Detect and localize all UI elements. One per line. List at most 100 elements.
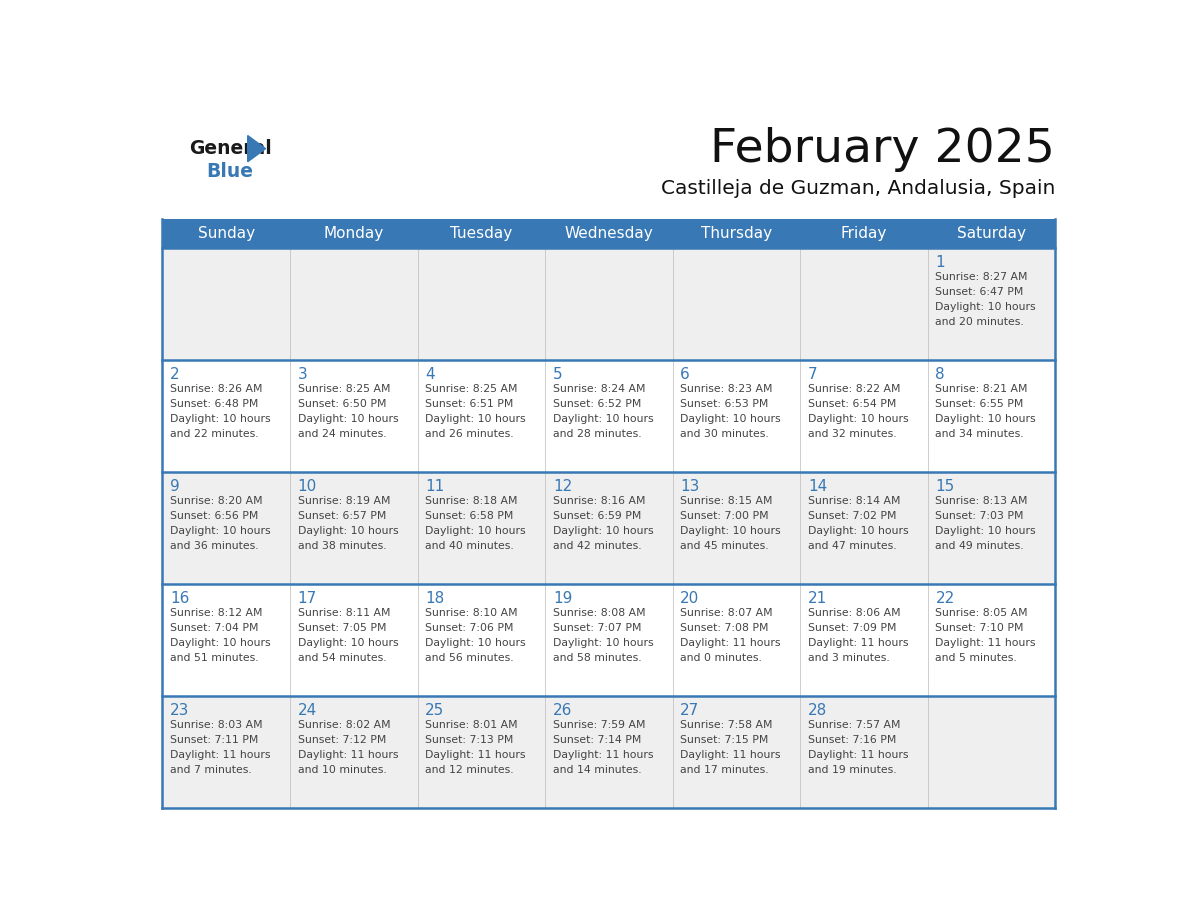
Text: Monday: Monday	[323, 226, 384, 241]
Text: Sunrise: 8:19 AM: Sunrise: 8:19 AM	[298, 497, 390, 507]
Text: Sunrise: 8:25 AM: Sunrise: 8:25 AM	[425, 385, 518, 394]
Text: Daylight: 10 hours: Daylight: 10 hours	[298, 526, 398, 536]
Text: and 47 minutes.: and 47 minutes.	[808, 542, 897, 552]
Text: and 32 minutes.: and 32 minutes.	[808, 430, 897, 440]
Text: 27: 27	[681, 703, 700, 719]
Text: Sunrise: 8:13 AM: Sunrise: 8:13 AM	[935, 497, 1028, 507]
Text: Sunrise: 8:20 AM: Sunrise: 8:20 AM	[170, 497, 263, 507]
Text: Daylight: 10 hours: Daylight: 10 hours	[425, 526, 526, 536]
Text: and 56 minutes.: and 56 minutes.	[425, 654, 514, 664]
Bar	[163, 248, 1055, 360]
Text: Daylight: 10 hours: Daylight: 10 hours	[935, 302, 1036, 312]
Text: Sunset: 7:15 PM: Sunset: 7:15 PM	[681, 735, 769, 745]
Text: Sunset: 7:10 PM: Sunset: 7:10 PM	[935, 623, 1024, 633]
Text: Daylight: 11 hours: Daylight: 11 hours	[170, 750, 271, 760]
Text: Sunset: 7:14 PM: Sunset: 7:14 PM	[552, 735, 642, 745]
Text: and 10 minutes.: and 10 minutes.	[298, 766, 386, 776]
Text: Sunrise: 8:11 AM: Sunrise: 8:11 AM	[298, 609, 390, 619]
Text: Sunset: 6:58 PM: Sunset: 6:58 PM	[425, 511, 513, 521]
Polygon shape	[248, 136, 266, 162]
Text: February 2025: February 2025	[710, 127, 1055, 172]
Text: 17: 17	[298, 591, 317, 607]
Text: Daylight: 10 hours: Daylight: 10 hours	[808, 526, 909, 536]
Text: General: General	[189, 140, 272, 158]
Text: Daylight: 11 hours: Daylight: 11 hours	[808, 750, 909, 760]
Bar	[163, 584, 1055, 696]
Text: Sunrise: 8:16 AM: Sunrise: 8:16 AM	[552, 497, 645, 507]
Text: and 51 minutes.: and 51 minutes.	[170, 654, 259, 664]
Text: 15: 15	[935, 479, 955, 495]
Text: Sunset: 7:12 PM: Sunset: 7:12 PM	[298, 735, 386, 745]
Text: Daylight: 10 hours: Daylight: 10 hours	[425, 414, 526, 424]
Text: Daylight: 11 hours: Daylight: 11 hours	[935, 638, 1036, 648]
Text: Daylight: 11 hours: Daylight: 11 hours	[425, 750, 526, 760]
Text: 9: 9	[170, 479, 179, 495]
Text: Wednesday: Wednesday	[564, 226, 653, 241]
Text: Sunset: 7:11 PM: Sunset: 7:11 PM	[170, 735, 259, 745]
Text: Sunday: Sunday	[197, 226, 254, 241]
Text: Sunrise: 8:15 AM: Sunrise: 8:15 AM	[681, 497, 773, 507]
Text: Daylight: 11 hours: Daylight: 11 hours	[298, 750, 398, 760]
Text: Daylight: 10 hours: Daylight: 10 hours	[170, 638, 271, 648]
Text: 25: 25	[425, 703, 444, 719]
Text: Sunrise: 8:26 AM: Sunrise: 8:26 AM	[170, 385, 263, 394]
Text: 10: 10	[298, 479, 317, 495]
Text: 7: 7	[808, 367, 817, 382]
Text: Blue: Blue	[206, 162, 253, 181]
Text: Sunset: 6:47 PM: Sunset: 6:47 PM	[935, 287, 1024, 297]
Text: 18: 18	[425, 591, 444, 607]
Text: Daylight: 10 hours: Daylight: 10 hours	[298, 638, 398, 648]
Text: 4: 4	[425, 367, 435, 382]
Text: 28: 28	[808, 703, 827, 719]
Bar	[163, 360, 1055, 472]
Text: Sunrise: 8:14 AM: Sunrise: 8:14 AM	[808, 497, 901, 507]
Text: 12: 12	[552, 479, 573, 495]
Text: Sunrise: 8:27 AM: Sunrise: 8:27 AM	[935, 273, 1028, 282]
Text: Sunrise: 8:01 AM: Sunrise: 8:01 AM	[425, 721, 518, 731]
Text: Sunset: 7:00 PM: Sunset: 7:00 PM	[681, 511, 769, 521]
Text: and 54 minutes.: and 54 minutes.	[298, 654, 386, 664]
Text: and 28 minutes.: and 28 minutes.	[552, 430, 642, 440]
Text: Sunset: 7:03 PM: Sunset: 7:03 PM	[935, 511, 1024, 521]
Text: 5: 5	[552, 367, 562, 382]
Text: 26: 26	[552, 703, 573, 719]
Text: Castilleja de Guzman, Andalusia, Spain: Castilleja de Guzman, Andalusia, Spain	[661, 179, 1055, 198]
Text: Daylight: 10 hours: Daylight: 10 hours	[298, 414, 398, 424]
Text: Sunset: 7:07 PM: Sunset: 7:07 PM	[552, 623, 642, 633]
Text: Sunrise: 8:12 AM: Sunrise: 8:12 AM	[170, 609, 263, 619]
Text: 19: 19	[552, 591, 573, 607]
Text: 1: 1	[935, 255, 946, 270]
Bar	[163, 696, 1055, 808]
Text: Sunrise: 7:59 AM: Sunrise: 7:59 AM	[552, 721, 645, 731]
Text: Sunrise: 8:06 AM: Sunrise: 8:06 AM	[808, 609, 901, 619]
Text: and 20 minutes.: and 20 minutes.	[935, 318, 1024, 328]
Text: Sunrise: 8:05 AM: Sunrise: 8:05 AM	[935, 609, 1028, 619]
Text: Sunset: 7:04 PM: Sunset: 7:04 PM	[170, 623, 259, 633]
Text: and 42 minutes.: and 42 minutes.	[552, 542, 642, 552]
Text: Daylight: 10 hours: Daylight: 10 hours	[935, 414, 1036, 424]
Text: Sunrise: 8:25 AM: Sunrise: 8:25 AM	[298, 385, 390, 394]
Text: 16: 16	[170, 591, 190, 607]
Text: 2: 2	[170, 367, 179, 382]
Text: Daylight: 10 hours: Daylight: 10 hours	[681, 526, 781, 536]
Text: 24: 24	[298, 703, 317, 719]
Text: and 40 minutes.: and 40 minutes.	[425, 542, 514, 552]
Text: Sunrise: 8:02 AM: Sunrise: 8:02 AM	[298, 721, 391, 731]
Text: Sunset: 6:55 PM: Sunset: 6:55 PM	[935, 399, 1024, 409]
Text: and 34 minutes.: and 34 minutes.	[935, 430, 1024, 440]
Text: Daylight: 10 hours: Daylight: 10 hours	[808, 414, 909, 424]
Text: Daylight: 10 hours: Daylight: 10 hours	[170, 414, 271, 424]
Text: and 0 minutes.: and 0 minutes.	[681, 654, 763, 664]
Text: Sunrise: 8:22 AM: Sunrise: 8:22 AM	[808, 385, 901, 394]
Text: and 45 minutes.: and 45 minutes.	[681, 542, 769, 552]
Text: Sunset: 7:16 PM: Sunset: 7:16 PM	[808, 735, 896, 745]
Text: Sunset: 6:51 PM: Sunset: 6:51 PM	[425, 399, 513, 409]
Text: Daylight: 11 hours: Daylight: 11 hours	[681, 750, 781, 760]
Text: Daylight: 10 hours: Daylight: 10 hours	[681, 414, 781, 424]
Text: Sunset: 6:48 PM: Sunset: 6:48 PM	[170, 399, 259, 409]
Text: Sunset: 7:13 PM: Sunset: 7:13 PM	[425, 735, 513, 745]
Text: Sunrise: 8:10 AM: Sunrise: 8:10 AM	[425, 609, 518, 619]
Text: Sunset: 7:08 PM: Sunset: 7:08 PM	[681, 623, 769, 633]
Text: and 17 minutes.: and 17 minutes.	[681, 766, 769, 776]
Text: and 22 minutes.: and 22 minutes.	[170, 430, 259, 440]
